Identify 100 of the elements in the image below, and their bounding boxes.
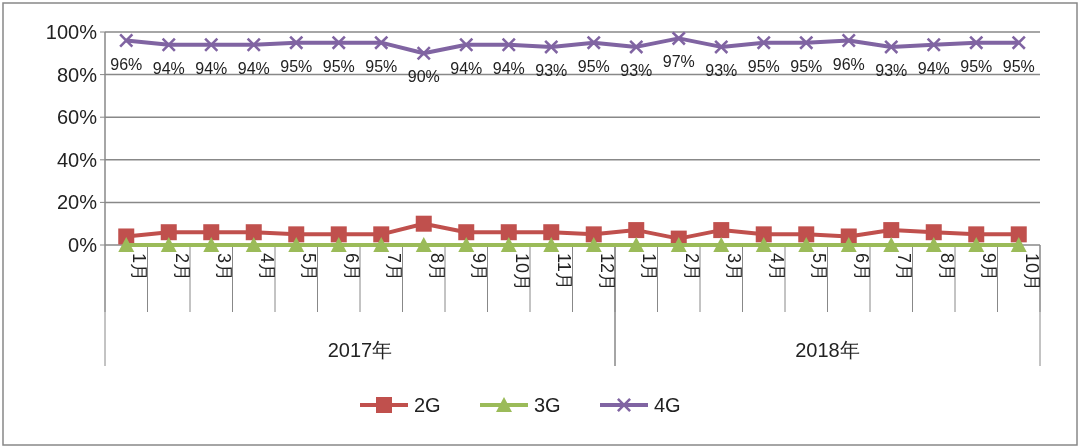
point xyxy=(713,237,730,252)
point xyxy=(543,237,560,252)
point xyxy=(289,35,304,50)
point xyxy=(799,35,814,50)
point xyxy=(374,35,389,50)
x-tick-label: 5月 xyxy=(299,253,320,282)
point xyxy=(798,237,815,252)
data-label: 93% xyxy=(620,61,653,79)
x-tick-label: 7月 xyxy=(384,253,405,282)
y-tick-label: 80% xyxy=(56,63,98,86)
x-tick-label: 1月 xyxy=(639,253,660,282)
point xyxy=(798,226,815,243)
data-label: 95% xyxy=(1002,57,1035,75)
point xyxy=(884,39,899,54)
data-label: 94% xyxy=(917,59,950,77)
x-tick-label: 12月 xyxy=(596,253,617,292)
point xyxy=(841,33,856,48)
legend-label: 2G xyxy=(414,394,441,416)
point xyxy=(458,237,475,252)
legend-label: 4G xyxy=(654,394,681,416)
x-tick-label: 9月 xyxy=(469,253,490,282)
point xyxy=(670,237,687,252)
data-label: 95% xyxy=(365,57,398,75)
legend-label: 3G xyxy=(534,394,561,416)
data-label: 95% xyxy=(790,57,823,75)
data-label: 90% xyxy=(407,68,440,86)
point xyxy=(373,237,390,252)
point xyxy=(245,224,262,241)
x-tick-label: 11月 xyxy=(554,253,575,290)
data-label: 96% xyxy=(110,55,143,73)
data-label: 94% xyxy=(152,59,185,77)
point xyxy=(713,222,730,239)
point xyxy=(840,237,857,252)
point xyxy=(160,224,177,241)
point xyxy=(755,237,772,252)
point xyxy=(500,224,517,241)
point xyxy=(416,46,431,61)
point xyxy=(119,33,134,48)
point xyxy=(331,35,346,50)
y-tick-label: 100% xyxy=(45,21,98,43)
point xyxy=(330,237,347,252)
point xyxy=(246,37,261,52)
data-label: 95% xyxy=(577,57,610,75)
point xyxy=(1011,35,1026,50)
x-tick-label: 6月 xyxy=(851,253,872,282)
point xyxy=(756,35,771,50)
x-tick-label: 3月 xyxy=(724,253,745,282)
point xyxy=(883,222,900,239)
x-tick-label: 4月 xyxy=(256,253,277,282)
text: 2017年 xyxy=(327,339,393,361)
data-label: 93% xyxy=(875,61,908,79)
point xyxy=(714,39,729,54)
data-label: 95% xyxy=(322,57,355,75)
data-label: 95% xyxy=(960,57,993,75)
data-label: 93% xyxy=(705,61,738,79)
x-tick-label: 4月 xyxy=(766,253,787,282)
data-label: 94% xyxy=(237,59,270,77)
point xyxy=(968,226,985,243)
data-label: 95% xyxy=(280,57,313,75)
point xyxy=(330,226,347,243)
x-tick-label: 3月 xyxy=(214,253,235,282)
point xyxy=(925,237,942,252)
data-label: 94% xyxy=(195,59,228,77)
data-label: 95% xyxy=(747,57,780,75)
point xyxy=(160,237,177,252)
point xyxy=(288,226,305,243)
point xyxy=(415,215,432,232)
data-label: 93% xyxy=(535,61,568,79)
point xyxy=(586,35,601,50)
data-label: 94% xyxy=(450,59,483,77)
point xyxy=(118,237,135,252)
x-tick-label: 8月 xyxy=(426,253,447,282)
point xyxy=(926,37,941,52)
point xyxy=(500,237,517,252)
point xyxy=(288,237,305,252)
point xyxy=(969,35,984,50)
point xyxy=(585,237,602,252)
point xyxy=(629,39,644,54)
point xyxy=(968,237,985,252)
point xyxy=(755,226,772,243)
point xyxy=(245,237,262,252)
y-tick-label: 60% xyxy=(56,106,98,129)
point xyxy=(925,224,942,241)
y-tick-label: 40% xyxy=(56,148,98,171)
point xyxy=(373,226,390,243)
point xyxy=(203,237,220,252)
x-tick-label: 6月 xyxy=(341,253,362,282)
point xyxy=(1010,237,1027,252)
point xyxy=(628,222,645,239)
point xyxy=(628,237,645,252)
point xyxy=(161,37,176,52)
x-tick-label: 7月 xyxy=(894,253,915,282)
point xyxy=(458,224,475,241)
text: 2018年 xyxy=(795,339,860,361)
point xyxy=(204,37,219,52)
x-tick-label: 9月 xyxy=(979,253,1000,282)
point xyxy=(203,224,220,241)
data-label: 94% xyxy=(492,59,525,77)
y-tick-label: 20% xyxy=(56,191,98,214)
x-tick-label: 10月 xyxy=(1021,253,1042,292)
